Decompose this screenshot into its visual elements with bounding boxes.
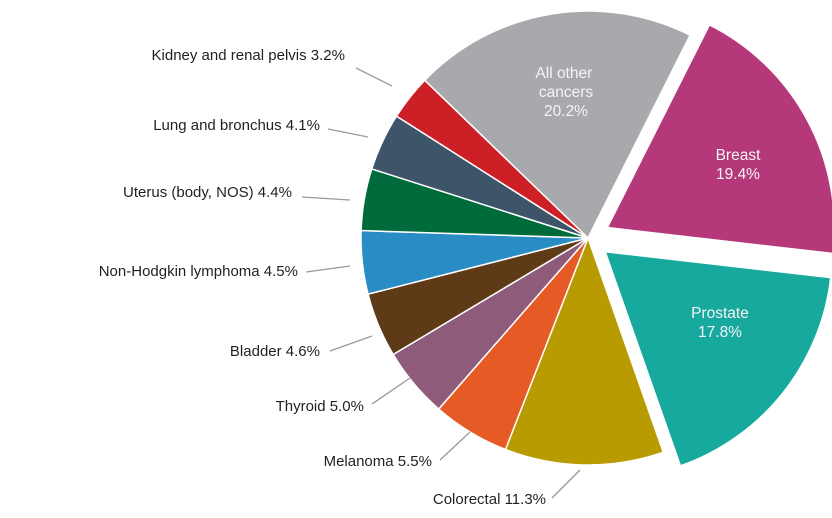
slice-label: Kidney and renal pelvis 3.2% [152,47,345,64]
label-line: Prostate [691,305,749,322]
label-value: 5.0% [330,398,364,415]
label-name: Thyroid [276,398,326,415]
leader-line [305,265,351,273]
label-name: Kidney and renal pelvis [152,47,307,64]
label-value: 4.6% [286,343,320,360]
leader-line [329,335,373,352]
label-line: cancers [539,84,594,101]
leader-line [301,196,351,201]
slice-label: Lung and bronchus 4.1% [153,117,320,134]
slice-label: Breast [716,147,761,164]
slice-label: Thyroid 5.0% [276,398,364,415]
label-value: 4.4% [258,184,292,201]
slice-value: 19.4% [716,166,760,183]
label-value: 3.2% [311,47,345,64]
label-name: Colorectal [433,491,501,508]
label-value: 4.1% [286,117,320,134]
label-value: 4.5% [264,263,298,280]
label-name: Bladder [230,343,282,360]
pie-slice [504,235,665,466]
label-line: Breast [716,147,761,164]
leader-line [551,469,581,499]
label-value: 5.5% [398,453,432,470]
label-value: 11.3% [505,491,546,508]
pie-slice [606,23,832,255]
label-line: All other [535,65,596,82]
slice-label: Non-Hodgkin lymphoma 4.5% [99,263,298,280]
slice-value: 20.2% [544,103,588,120]
label-name: Lung and bronchus [153,117,281,134]
label-name: Non-Hodgkin lymphoma [99,263,261,280]
pie-slice [395,79,589,239]
slice-label: Melanoma 5.5% [324,453,432,470]
slice-label: Colorectal 11.3% [433,491,546,508]
pie-slice [604,250,832,467]
slice-value: 17.8% [698,324,742,341]
slice-label: Uterus (body, NOS) 4.4% [123,184,292,201]
slice-label: Bladder 4.6% [230,343,320,360]
slice-label: Prostate [691,305,749,322]
leader-line [371,377,411,405]
pie-slice [423,10,692,240]
label-name: Melanoma [324,453,395,470]
label-name: Uterus (body, NOS) [123,184,254,201]
leader-line [355,67,393,87]
leader-line [327,128,369,138]
slice-label: All other cancers [535,65,596,101]
leader-line [439,431,471,461]
